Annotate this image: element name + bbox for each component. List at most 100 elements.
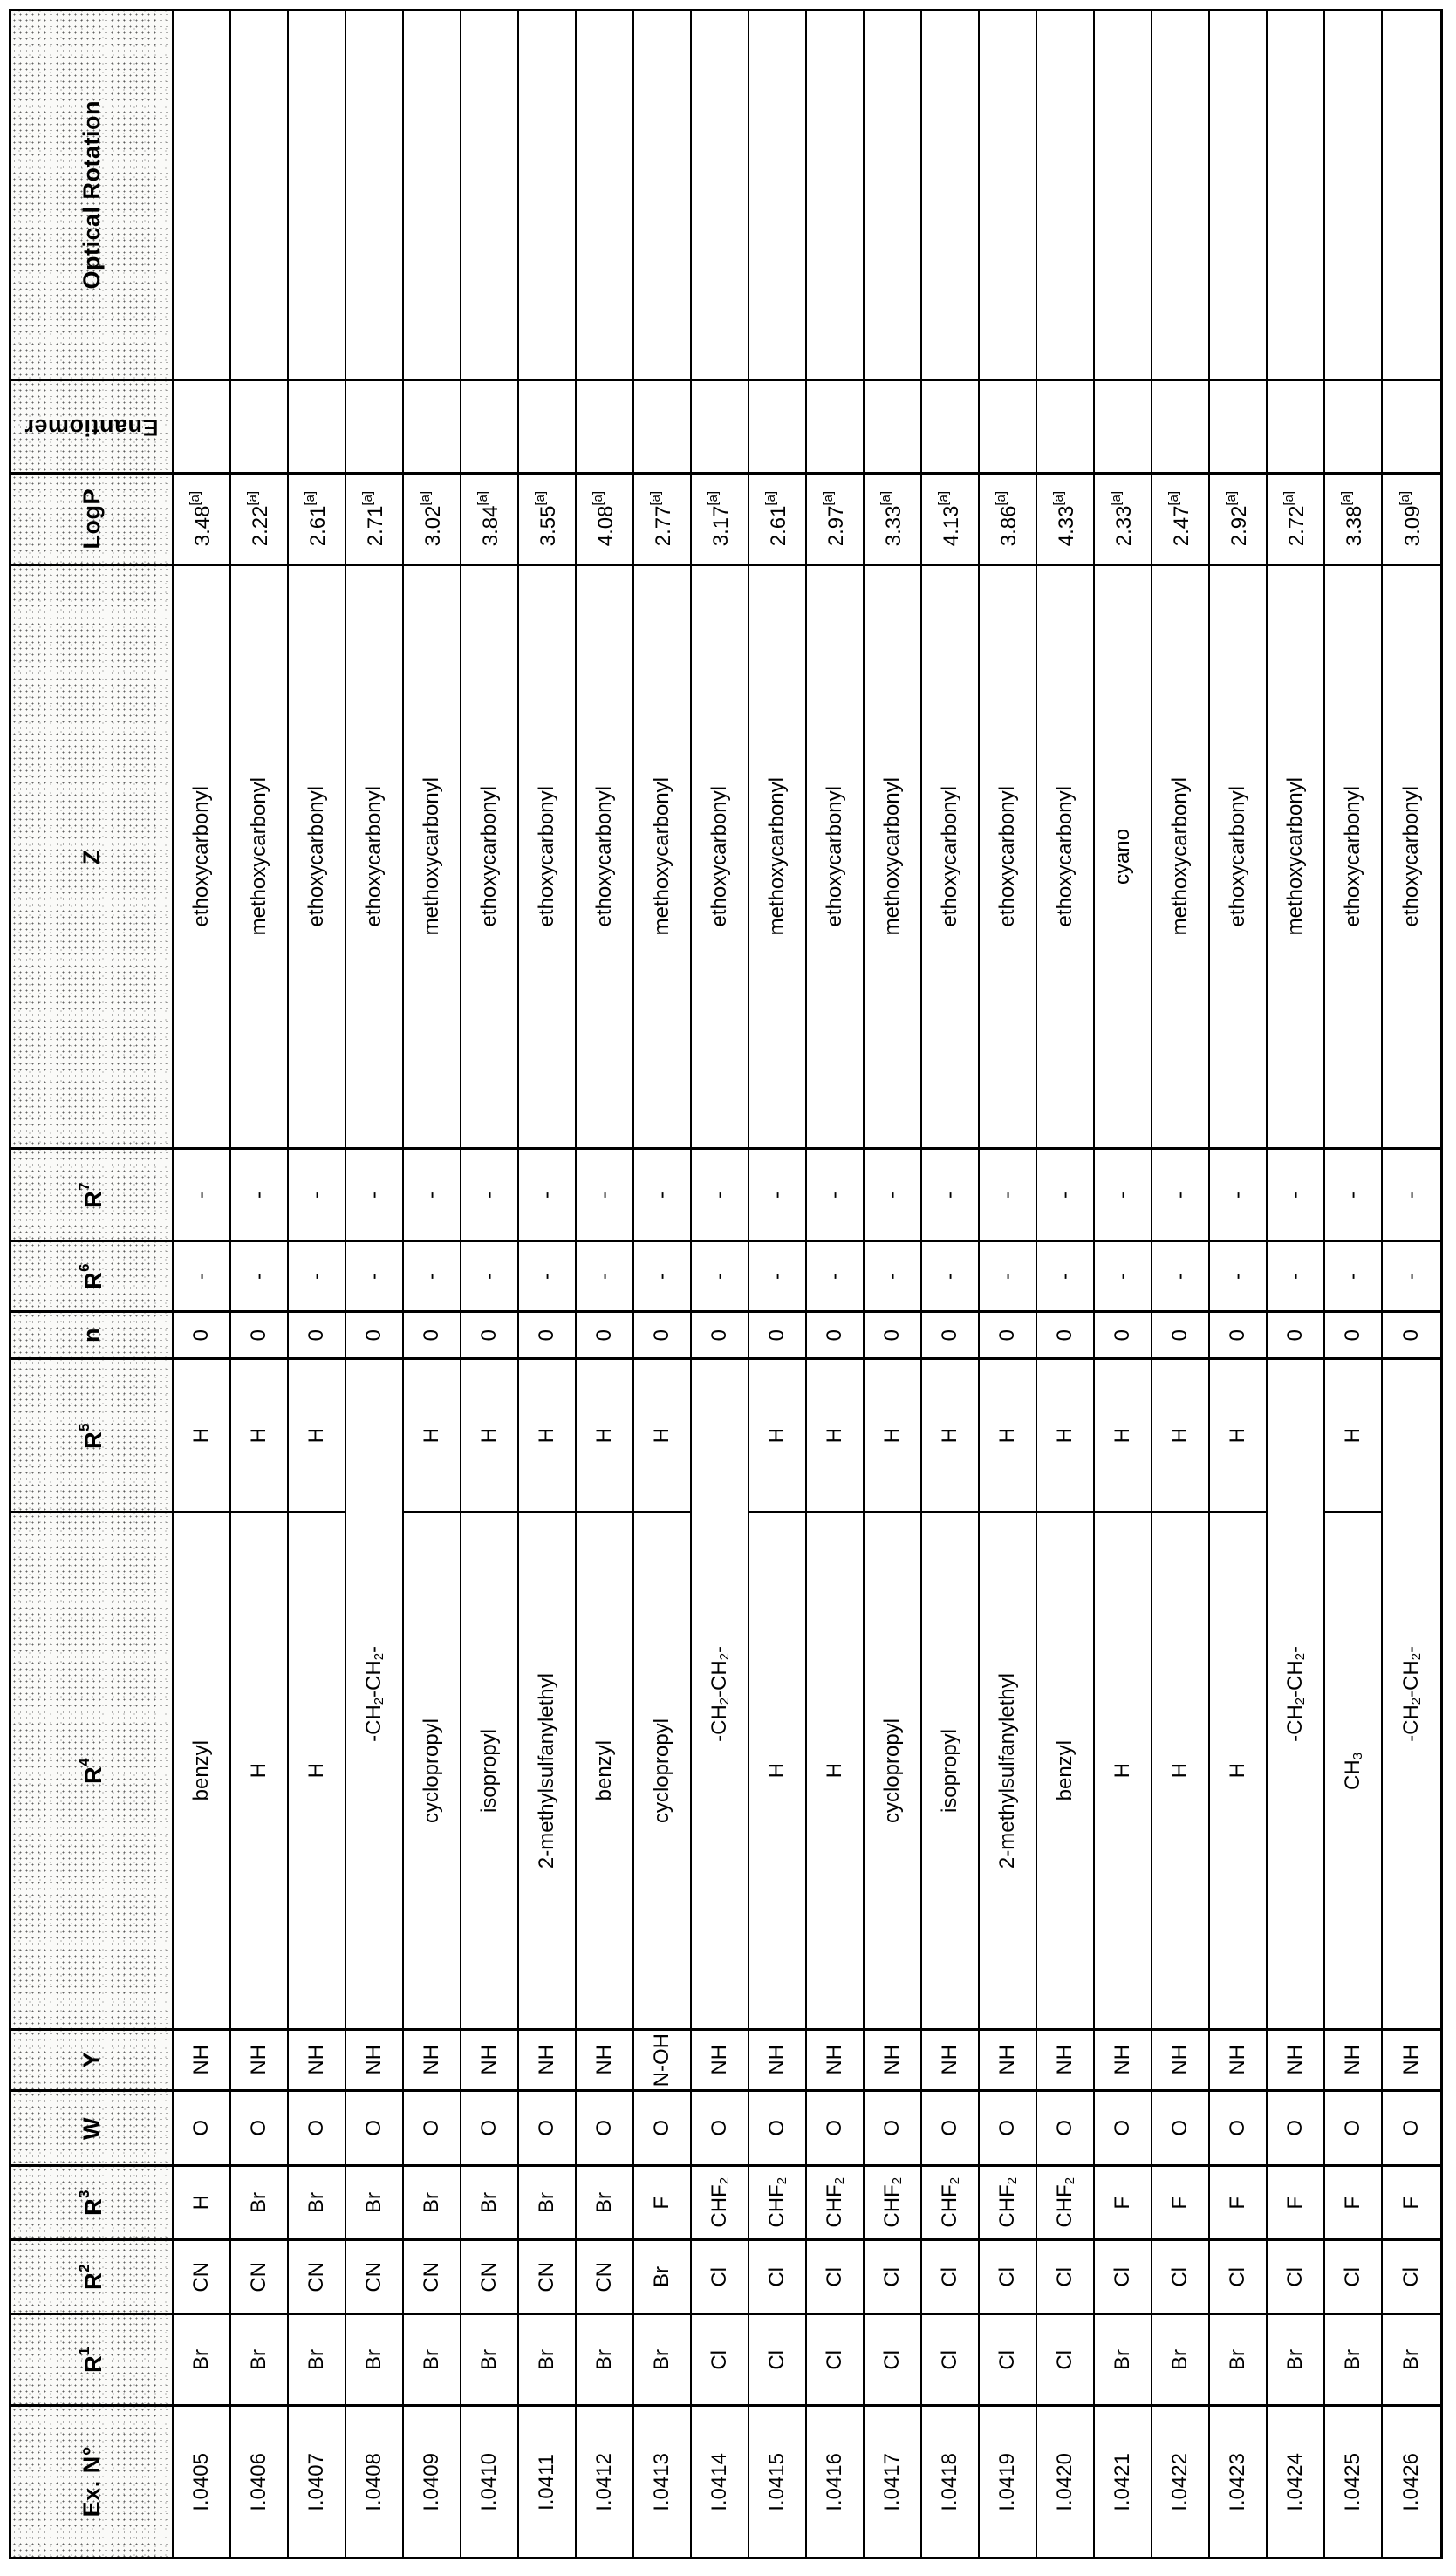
cell-i0426-r2: Cl	[1383, 2241, 1440, 2315]
col-header-label-ex: Ex. N°	[78, 2446, 105, 2518]
value-i0419-y: NH	[995, 2045, 1019, 2075]
value-i0408-r2: CN	[362, 2261, 386, 2292]
cell-i0405-r5: H	[174, 1360, 231, 1513]
col-header-r2: R2	[11, 2241, 174, 2315]
value-i0408-y: NH	[362, 2045, 386, 2075]
cell-i0417-enantiomer	[865, 381, 922, 475]
value-i0419-r3: CHF2	[995, 2177, 1020, 2228]
value-i0410-ex: I.0410	[477, 2452, 501, 2511]
cell-i0405-w: O	[174, 2092, 231, 2167]
cell-i0422-r5: H	[1152, 1360, 1210, 1513]
value-i0422-r1: Br	[1168, 2349, 1192, 2370]
value-i0417-r4: cyclopropyl	[880, 1718, 904, 1824]
cell-i0412-r2: CN	[577, 2241, 634, 2315]
value-i0416-w: O	[823, 2120, 846, 2136]
cell-i0415-z: methoxycarbonyl	[749, 566, 807, 1150]
cell-i0407-z: ethoxycarbonyl	[289, 566, 346, 1150]
value-i0414-r1: Cl	[707, 2349, 731, 2370]
cell-i0407-logp: 2.61[a]	[289, 475, 346, 566]
value-i0420-n: 0	[1053, 1329, 1077, 1342]
value-i0408-r4-r5: -CH2-CH2-	[362, 1646, 386, 1742]
cell-i0406-r5: H	[231, 1360, 289, 1513]
value-i0412-r6: -	[592, 1273, 616, 1280]
cell-i0420-z: ethoxycarbonyl	[1037, 566, 1095, 1150]
value-i0422-r7: -	[1168, 1191, 1192, 1199]
value-i0405-r6: -	[189, 1273, 213, 1280]
value-i0426-y: NH	[1399, 2045, 1423, 2075]
value-i0408-w: O	[362, 2120, 386, 2136]
cell-i0409-r5: H	[404, 1360, 461, 1513]
cell-i0420-y: NH	[1037, 2031, 1095, 2092]
cell-i0409-r7: -	[404, 1150, 461, 1242]
value-i0423-ex: I.0423	[1226, 2452, 1249, 2511]
cell-i0410-r1: Br	[461, 2315, 519, 2407]
cell-i0411-r3: Br	[519, 2167, 577, 2241]
col-header-enantiomer: Enantiomer	[11, 381, 174, 475]
cell-i0405-ex: I.0405	[174, 2407, 231, 2557]
cell-i0425-r5: H	[1325, 1360, 1383, 1513]
cell-i0406-y: NH	[231, 2031, 289, 2092]
value-i0407-w: O	[304, 2120, 328, 2136]
value-i0420-r4: benzyl	[1053, 1740, 1077, 1801]
col-header-label-r6: R6	[76, 1263, 106, 1289]
cell-i0423-z: ethoxycarbonyl	[1210, 566, 1268, 1150]
cell-i0412-r6: -	[577, 1242, 634, 1313]
cell-i0417-r2: Cl	[865, 2241, 922, 2315]
cell-i0407-r1: Br	[289, 2315, 346, 2407]
cell-i0418-n: 0	[922, 1313, 980, 1360]
value-i0405-r2: CN	[189, 2261, 213, 2292]
value-i0419-r4: 2-methylsulfanylethyl	[995, 1672, 1019, 1869]
cell-i0410-ex: I.0410	[461, 2407, 519, 2557]
value-i0415-ex: I.0415	[765, 2452, 789, 2511]
cell-i0410-r3: Br	[461, 2167, 519, 2241]
value-i0422-r5: H	[1168, 1427, 1192, 1444]
cell-i0420-w: O	[1037, 2092, 1095, 2167]
cell-i0407-y: NH	[289, 2031, 346, 2092]
value-i0413-r1: Br	[650, 2349, 673, 2370]
cell-i0411-z: ethoxycarbonyl	[519, 566, 577, 1150]
value-i0424-logp: 2.72[a]	[1282, 491, 1309, 547]
cell-i0416-n: 0	[807, 1313, 865, 1360]
cell-i0409-r6: -	[404, 1242, 461, 1313]
value-i0420-r5: H	[1053, 1427, 1077, 1444]
cell-i0409-r2: CN	[404, 2241, 461, 2315]
value-i0422-ex: I.0422	[1168, 2452, 1192, 2511]
value-i0419-w: O	[995, 2120, 1019, 2136]
cell-i0420-r3: CHF2	[1037, 2167, 1095, 2241]
cell-i0416-logp: 2.97[a]	[807, 475, 865, 566]
value-i0422-n: 0	[1168, 1329, 1192, 1342]
cell-i0405-r6: -	[174, 1242, 231, 1313]
value-i0419-ex: I.0419	[995, 2452, 1019, 2511]
value-i0424-r2: Cl	[1283, 2266, 1307, 2287]
value-i0426-r4-r5: -CH2-CH2-	[1399, 1646, 1424, 1742]
cell-i0420-r1: Cl	[1037, 2315, 1095, 2407]
cell-i0406-r7: -	[231, 1150, 289, 1242]
value-i0423-r1: Br	[1226, 2349, 1249, 2370]
cell-i0407-optical	[289, 11, 346, 381]
cell-i0406-r1: Br	[231, 2315, 289, 2407]
value-i0411-z: ethoxycarbonyl	[535, 786, 558, 927]
value-i0408-n: 0	[362, 1329, 386, 1342]
cell-i0423-logp: 2.92[a]	[1210, 475, 1268, 566]
value-i0421-r4: H	[1111, 1763, 1134, 1779]
value-i0409-z: methoxycarbonyl	[420, 777, 443, 936]
cell-i0409-ex: I.0409	[404, 2407, 461, 2557]
value-i0410-r5: H	[477, 1427, 501, 1444]
cell-i0417-optical	[865, 11, 922, 381]
cell-i0420-r2: Cl	[1037, 2241, 1095, 2315]
value-i0408-r6: -	[362, 1273, 386, 1280]
cell-i0416-r1: Cl	[807, 2315, 865, 2407]
value-i0423-y: NH	[1226, 2045, 1249, 2075]
cell-i0414-optical	[692, 11, 749, 381]
value-i0420-z: ethoxycarbonyl	[1053, 786, 1077, 927]
cell-i0426-z: ethoxycarbonyl	[1383, 566, 1440, 1150]
value-i0421-r3: F	[1111, 2196, 1134, 2210]
cell-i0411-r2: CN	[519, 2241, 577, 2315]
value-i0409-r5: H	[420, 1427, 443, 1444]
cell-i0416-r7: -	[807, 1150, 865, 1242]
cell-i0406-ex: I.0406	[231, 2407, 289, 2557]
cell-i0424-logp: 2.72[a]	[1268, 475, 1325, 566]
value-i0414-r6: -	[707, 1273, 731, 1280]
value-i0412-ex: I.0412	[592, 2452, 616, 2511]
value-i0413-r4: cyclopropyl	[650, 1718, 673, 1824]
